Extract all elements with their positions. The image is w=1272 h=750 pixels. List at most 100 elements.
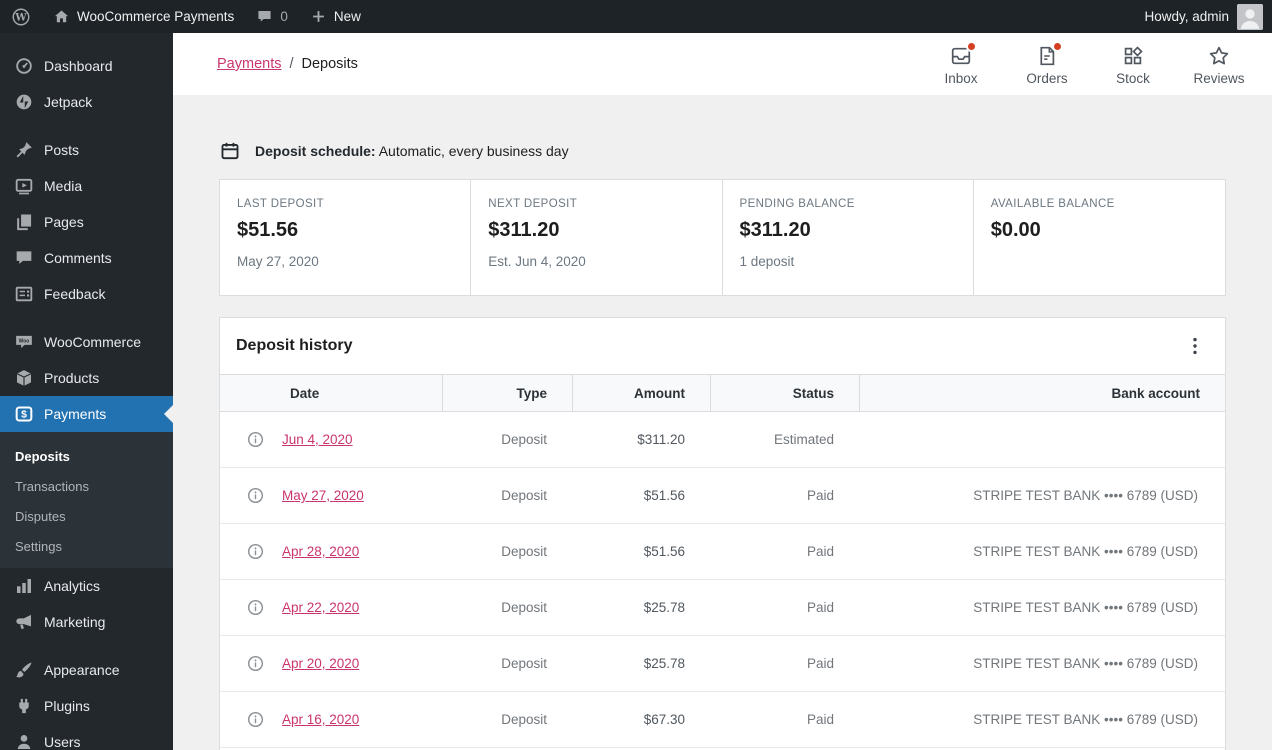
info-icon[interactable] <box>246 542 265 561</box>
summary-card-value: $311.20 <box>739 219 811 241</box>
sidebar-item[interactable]: Plugins <box>0 688 173 724</box>
breadcrumb-separator: / <box>289 56 294 72</box>
sidebar-item[interactable]: Media <box>0 168 173 204</box>
site-link[interactable]: WooCommerce Payments <box>42 0 245 33</box>
plugins-icon <box>14 696 34 716</box>
deposit-date-link[interactable]: Jun 4, 2020 <box>282 432 353 447</box>
account-menu[interactable]: Howdy, admin <box>1144 0 1272 33</box>
comments-icon <box>14 248 34 268</box>
deposit-date-link[interactable]: Apr 28, 2020 <box>282 544 360 559</box>
sidebar-item-label: Posts <box>44 142 80 158</box>
sidebar-item[interactable]: Dashboard <box>0 48 173 84</box>
amount-cell: $25.78 <box>643 600 685 615</box>
summary-card-value: $0.00 <box>990 219 1041 241</box>
comment-bubble-icon <box>256 8 273 25</box>
sidebar-item[interactable]: Users <box>0 724 173 750</box>
sidebar-item[interactable]: Posts <box>0 132 173 168</box>
wordpress-logo-icon: W <box>11 7 31 27</box>
sidebar-item[interactable]: Analytics <box>0 568 173 604</box>
inbox-icon <box>949 41 977 68</box>
site-name: WooCommerce Payments <box>77 9 235 24</box>
jetpack-icon <box>14 92 34 112</box>
new-label: New <box>333 9 361 24</box>
status-cell: Estimated <box>773 432 834 447</box>
appearance-icon <box>14 660 34 680</box>
sidebar-item[interactable]: Comments <box>0 240 173 276</box>
submenu-item[interactable]: Disputes <box>0 501 173 531</box>
sidebar-item[interactable]: Marketing <box>0 604 173 640</box>
table-row: Apr 16, 2020 Deposit $67.30 Paid STRIPE … <box>220 692 1225 748</box>
column-header-status[interactable]: Status <box>710 375 859 411</box>
sidebar-item[interactable]: Pages <box>0 204 173 240</box>
info-icon[interactable] <box>246 430 265 449</box>
bank-account-cell: STRIPE TEST BANK •••• 6789 (USD) <box>973 600 1198 615</box>
sidebar-menu-bottom: Analytics Marketing Appearance Plugins U… <box>0 568 173 750</box>
submenu-item[interactable]: Settings <box>0 531 173 561</box>
comments-shortcut[interactable]: 0 <box>245 0 299 33</box>
summary-card: NEXT DEPOSIT $311.20 Est. Jun 4, 2020 <box>471 180 723 295</box>
status-cell: Paid <box>806 544 834 559</box>
deposit-history-title: Deposit history <box>236 337 353 354</box>
content-area: Payments / Deposits Inbox Orders Stock <box>173 33 1272 750</box>
info-icon[interactable] <box>246 710 265 729</box>
info-icon[interactable] <box>246 486 265 505</box>
sidebar-item[interactable]: Appearance <box>0 652 173 688</box>
column-header-amount[interactable]: Amount <box>572 375 710 411</box>
activity-tab[interactable]: Stock <box>1090 42 1176 86</box>
deposit-date-link[interactable]: Apr 22, 2020 <box>282 600 360 615</box>
home-icon <box>53 8 70 25</box>
date-cell: Jun 4, 2020 <box>220 430 442 449</box>
submenu-item[interactable]: Transactions <box>0 471 173 501</box>
sidebar-item-label: Pages <box>44 214 84 230</box>
activity-tab[interactable]: Reviews <box>1176 42 1262 86</box>
breadcrumb: Payments / Deposits <box>217 56 358 72</box>
activity-tab[interactable]: Inbox <box>918 41 1004 86</box>
submenu-item[interactable]: Deposits <box>0 441 173 471</box>
plus-icon <box>310 8 327 25</box>
bank-account-cell: STRIPE TEST BANK •••• 6789 (USD) <box>973 488 1198 503</box>
info-icon[interactable] <box>246 598 265 617</box>
deposit-history-card: Deposit history Date Type Amount Status … <box>219 317 1226 750</box>
calendar-icon <box>219 140 241 162</box>
products-icon <box>14 368 34 388</box>
column-header-type[interactable]: Type <box>442 375 572 411</box>
activity-tab[interactable]: Orders <box>1004 41 1090 86</box>
summary-card: LAST DEPOSIT $51.56 May 27, 2020 <box>220 180 472 295</box>
status-cell: Paid <box>806 656 834 671</box>
deposit-schedule-banner: Deposit schedule: Automatic, every busin… <box>219 140 1226 162</box>
ellipsis-menu-icon[interactable] <box>1183 334 1207 358</box>
sidebar-menu-top: Dashboard Jetpack Posts Media Pages <box>0 48 173 432</box>
table-row: Jun 4, 2020 Deposit $311.20 Estimated <box>220 412 1225 468</box>
table-row: May 27, 2020 Deposit $51.56 Paid STRIPE … <box>220 468 1225 524</box>
date-cell: Apr 16, 2020 <box>220 710 442 729</box>
orders-icon <box>1035 41 1063 68</box>
column-header-date[interactable]: Date <box>290 385 320 401</box>
deposit-date-link[interactable]: Apr 20, 2020 <box>282 656 360 671</box>
sidebar-item-label: Analytics <box>44 578 101 594</box>
breadcrumb-payments-link[interactable]: Payments <box>217 56 282 72</box>
schedule-text: Deposit schedule: Automatic, every busin… <box>255 143 569 159</box>
sidebar-item-label: Feedback <box>44 286 106 302</box>
sidebar-item[interactable]: Products <box>0 360 173 396</box>
admin-bar: W WooCommerce Payments 0 New Howdy, admi… <box>0 0 1272 33</box>
wordpress-menu-button[interactable]: W <box>0 0 42 33</box>
amount-cell: $311.20 <box>637 432 685 447</box>
deposit-date-link[interactable]: Apr 16, 2020 <box>282 712 360 727</box>
sidebar-item-label: Appearance <box>44 662 120 678</box>
column-header-bank-account[interactable]: Bank account <box>859 375 1225 411</box>
unread-dot <box>1052 41 1063 52</box>
type-cell: Deposit <box>501 544 547 559</box>
new-content-button[interactable]: New <box>299 0 372 33</box>
sidebar-item[interactable]: $ Payments <box>0 396 173 432</box>
deposit-date-link[interactable]: May 27, 2020 <box>282 488 364 503</box>
table-header-row: Date Type Amount Status Bank account <box>220 374 1225 412</box>
activity-tab-label: Orders <box>1026 71 1068 86</box>
sidebar-item[interactable]: Feedback <box>0 276 173 312</box>
sidebar-item[interactable]: Jetpack <box>0 84 173 120</box>
amount-cell: $67.30 <box>643 712 685 727</box>
sidebar-item-label: Media <box>44 178 83 194</box>
deposit-history-header: Deposit history <box>220 318 1225 374</box>
info-icon[interactable] <box>246 654 265 673</box>
sidebar-item[interactable]: Woo WooCommerce <box>0 324 173 360</box>
amount-cell: $25.78 <box>643 656 685 671</box>
